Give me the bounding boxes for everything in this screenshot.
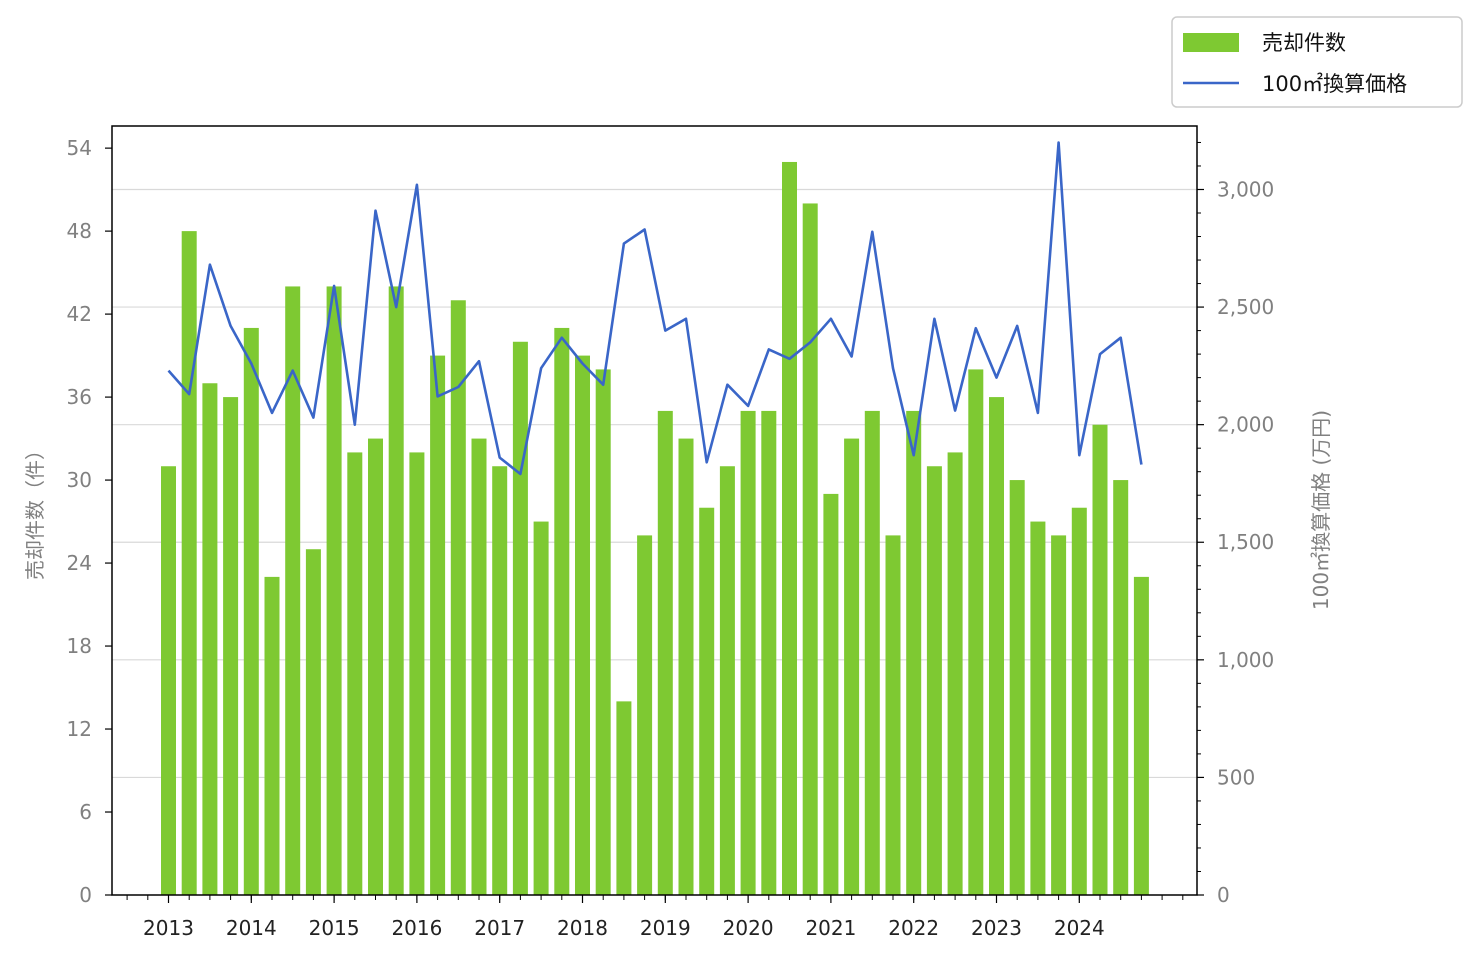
bar — [368, 438, 383, 895]
legend-bar-swatch — [1183, 33, 1239, 52]
left-tick-label: 30 — [67, 468, 92, 492]
bar — [202, 383, 218, 895]
left-tick-label: 0 — [79, 883, 92, 907]
bar — [699, 507, 715, 895]
x-tick-label: 2015 — [309, 916, 360, 940]
legend-line-label: 100㎡換算価格 — [1262, 72, 1407, 96]
bar — [450, 300, 466, 895]
bar — [1030, 521, 1046, 895]
line-series — [167, 141, 1143, 476]
left-tick-label: 12 — [67, 717, 92, 741]
bar — [1092, 424, 1108, 895]
x-tick-label: 2017 — [474, 916, 525, 940]
bar — [782, 161, 797, 895]
legend-box — [1171, 16, 1463, 108]
bar — [512, 341, 528, 896]
bar — [864, 410, 880, 895]
bar — [388, 286, 404, 895]
bar-series — [161, 161, 1149, 896]
x-tick-label: 2016 — [391, 916, 442, 940]
bar — [492, 466, 508, 895]
bar — [947, 452, 963, 895]
bar — [802, 203, 818, 895]
bar — [678, 438, 694, 895]
bar — [1051, 535, 1067, 895]
bar — [595, 369, 611, 896]
bar — [347, 452, 363, 895]
left-tick-label: 54 — [67, 136, 92, 160]
bar — [409, 452, 425, 895]
price-line — [167, 141, 1143, 476]
bar — [161, 466, 176, 895]
right-tick-label: 3,000 — [1217, 177, 1274, 201]
right-axis: 0 500 1,000 1,500 2,000 2,500 3,000 — [1197, 141, 1274, 907]
bar — [761, 410, 777, 895]
right-tick-label: 500 — [1217, 765, 1255, 789]
bar — [1009, 480, 1025, 895]
bar — [181, 231, 197, 895]
bar — [223, 397, 239, 895]
right-tick-label: 2,500 — [1217, 295, 1274, 319]
bar — [657, 410, 673, 895]
bar — [823, 493, 839, 895]
bar — [326, 286, 342, 895]
x-axis: 2013 2014 2015 2016 2017 2018 2019 2020 2021 2022… — [126, 895, 1184, 940]
x-tick-label: 2024 — [1054, 916, 1105, 940]
left-axis-title: 売却件数（件） — [23, 440, 47, 580]
bar — [968, 369, 984, 896]
bar — [430, 355, 446, 896]
bar — [264, 576, 280, 895]
bar — [1071, 507, 1087, 895]
right-tick-label: 1,500 — [1217, 530, 1274, 554]
x-tick-label: 2023 — [971, 916, 1022, 940]
bar — [906, 410, 922, 895]
right-tick-label: 2,000 — [1217, 413, 1274, 437]
bar — [885, 535, 901, 895]
bar — [740, 410, 756, 895]
right-axis-title: 100㎡換算価格 (万円) — [1309, 410, 1333, 610]
right-tick-label: 1,000 — [1217, 648, 1274, 672]
bar — [989, 397, 1004, 895]
bar — [305, 549, 321, 895]
bar — [554, 327, 570, 895]
bar — [719, 466, 735, 895]
x-tick-label: 2014 — [226, 916, 277, 940]
left-tick-label: 24 — [67, 551, 92, 575]
left-tick-label: 42 — [67, 302, 92, 326]
bar — [471, 438, 487, 895]
bar — [1133, 576, 1149, 895]
legend-bar-label: 売却件数 — [1262, 31, 1346, 55]
bar — [844, 438, 860, 895]
x-tick-label: 2013 — [143, 916, 194, 940]
right-tick-label: 0 — [1217, 883, 1230, 907]
x-tick-label: 2022 — [888, 916, 939, 940]
left-tick-label: 6 — [79, 800, 92, 824]
bar — [926, 466, 942, 895]
bar — [1113, 480, 1129, 895]
x-tick-label: 2019 — [640, 916, 691, 940]
bar — [285, 286, 301, 895]
left-tick-label: 36 — [67, 385, 92, 409]
bar — [243, 327, 259, 895]
left-tick-label: 18 — [67, 634, 92, 658]
legend: 売却件数 100㎡換算価格 — [1171, 16, 1463, 108]
x-tick-label: 2018 — [557, 916, 608, 940]
x-tick-label: 2021 — [805, 916, 856, 940]
bar — [637, 535, 653, 895]
left-tick-label: 48 — [67, 219, 92, 243]
left-axis: 0 6 12 18 24 30 36 42 48 54 — [67, 136, 112, 907]
x-tick-label: 2020 — [723, 916, 774, 940]
bar — [616, 701, 632, 895]
bar — [575, 355, 590, 896]
bar — [533, 521, 549, 895]
plot-frame — [111, 125, 1198, 896]
